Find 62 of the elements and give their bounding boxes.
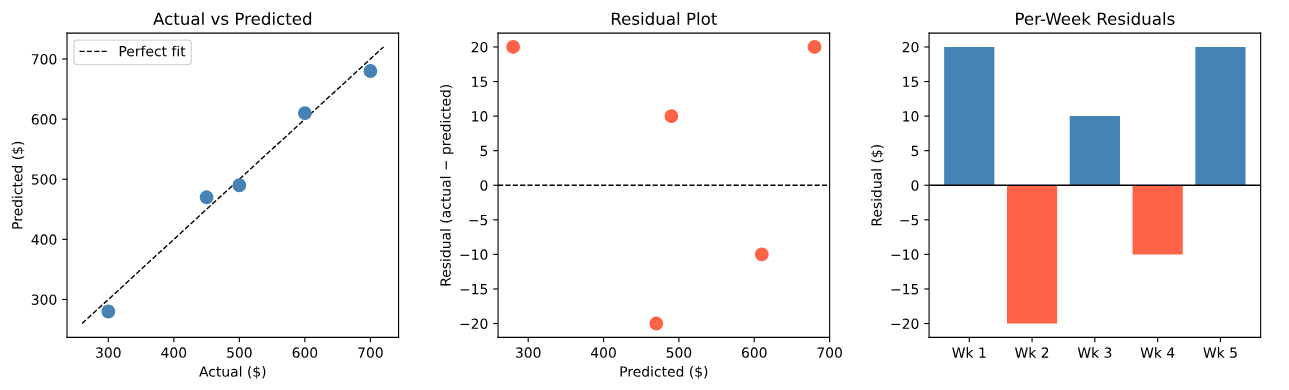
bar xyxy=(1195,46,1246,186)
y-tick-label: −10 xyxy=(460,249,488,260)
y-tick-label: 500 xyxy=(31,174,57,185)
point xyxy=(363,64,378,78)
point xyxy=(506,40,521,54)
x-tick-label: Wk 2 xyxy=(1015,347,1049,358)
y-tick-label: 20 xyxy=(902,41,919,53)
x-tick-label: Wk 3 xyxy=(1077,347,1112,358)
point xyxy=(807,40,822,54)
x-tick-label: 500 xyxy=(666,347,692,358)
y-tick-label: 5 xyxy=(911,145,919,157)
x-axis-title: Actual ($) xyxy=(199,366,266,379)
x-tick-label: 700 xyxy=(358,347,383,358)
bar xyxy=(1069,116,1120,186)
y-tick-label: 10 xyxy=(903,111,919,122)
y-tick-label: 400 xyxy=(31,234,57,245)
point xyxy=(101,304,116,319)
y-tick-label: −20 xyxy=(460,318,488,329)
y-tick-label: 0 xyxy=(911,180,919,191)
chart-title: Actual vs Predicted xyxy=(153,12,312,26)
chart-title: Per-Week Residuals xyxy=(1016,12,1175,26)
x-tick-label: Wk 1 xyxy=(952,347,986,358)
point xyxy=(649,316,664,331)
y-tick-label: −15 xyxy=(460,284,488,295)
x-axis-title: Predicted ($) xyxy=(620,366,708,379)
point xyxy=(297,106,312,121)
chart-title: Residual Plot xyxy=(611,12,717,26)
point xyxy=(664,109,679,124)
y-tick-label: 10 xyxy=(472,111,488,122)
x-tick-label: 300 xyxy=(516,347,541,358)
y-tick-label: −5 xyxy=(469,214,488,226)
y-tick-label: 700 xyxy=(31,53,57,65)
point xyxy=(232,178,247,193)
x-tick-label: 600 xyxy=(741,347,767,358)
y-tick-label: 0 xyxy=(480,180,488,191)
x-tick-label: Wk 4 xyxy=(1140,347,1175,358)
y-tick-label: 600 xyxy=(31,114,57,125)
y-tick-label: 15 xyxy=(472,76,488,88)
x-tick-label: 400 xyxy=(590,347,616,358)
y-tick-label: 20 xyxy=(471,41,488,53)
bar xyxy=(944,46,995,186)
y-axis-title: Predicted ($) xyxy=(11,141,25,229)
y-tick-label: 15 xyxy=(903,76,919,88)
x-tick-label: 400 xyxy=(161,347,187,358)
x-tick-label: 600 xyxy=(292,347,318,358)
y-tick-label: 300 xyxy=(31,294,57,305)
y-tick-label: −20 xyxy=(891,318,919,329)
y-axis-title: Residual (actual − predicted) xyxy=(440,84,454,286)
y-tick-label: −15 xyxy=(891,284,919,295)
y-tick-label: 5 xyxy=(480,145,488,157)
y-axis-title: Residual ($) xyxy=(871,145,884,226)
legend-label: Perfect fit xyxy=(119,45,186,57)
x-tick-label: 300 xyxy=(96,347,121,358)
x-tick-label: Wk 5 xyxy=(1203,347,1237,358)
bar xyxy=(1006,185,1058,324)
point xyxy=(754,247,769,262)
point xyxy=(199,190,214,205)
y-tick-label: −10 xyxy=(891,249,919,260)
y-tick-label: −5 xyxy=(900,214,919,226)
bar xyxy=(1132,185,1183,255)
x-tick-label: 700 xyxy=(817,347,842,358)
x-tick-label: 500 xyxy=(227,347,252,358)
